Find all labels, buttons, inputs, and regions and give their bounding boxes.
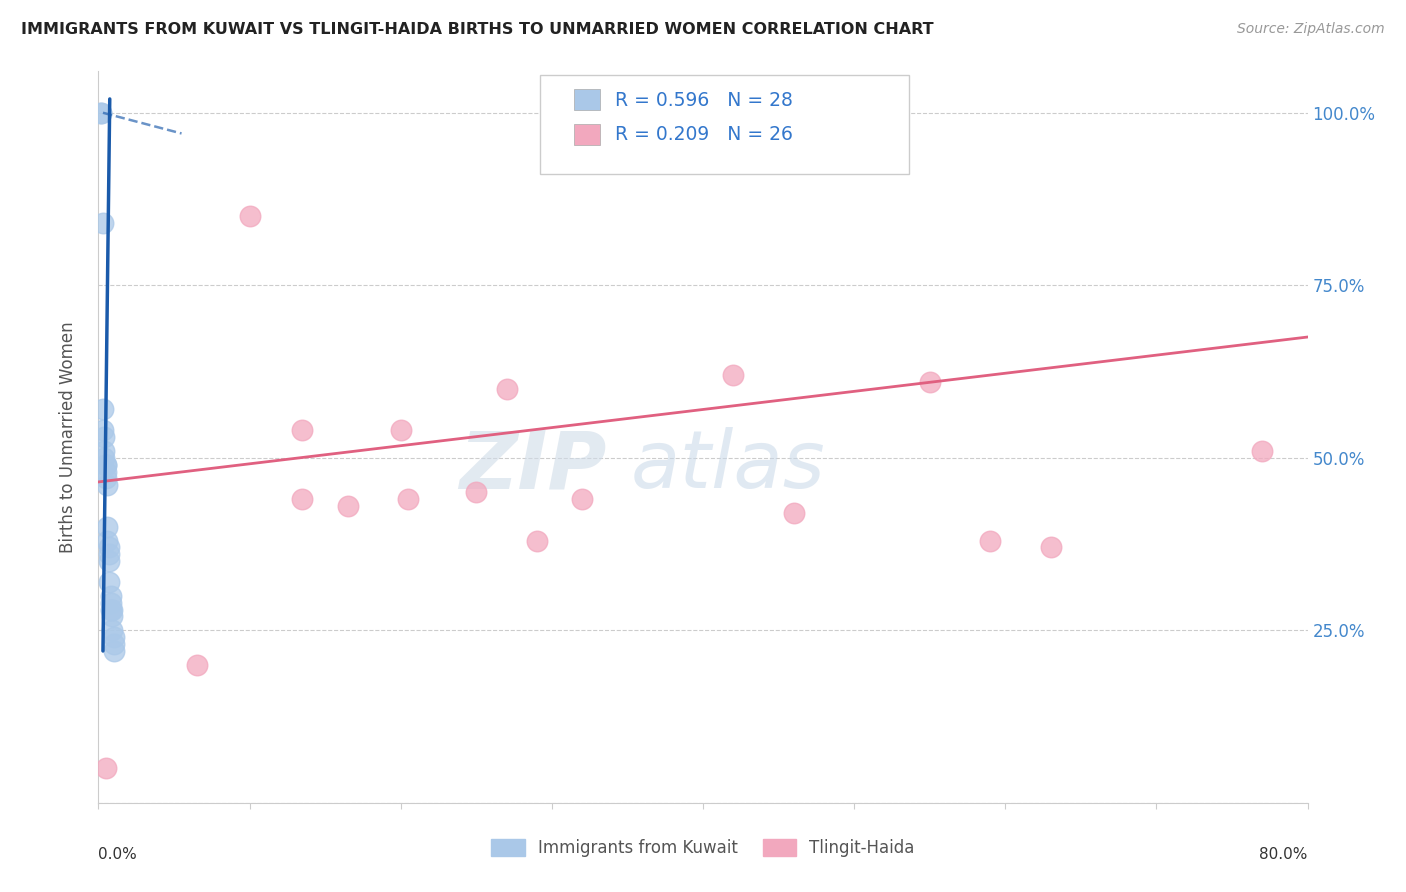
Point — [526, 533, 548, 548]
Point — [90, 105, 112, 120]
Point — [98, 548, 121, 562]
FancyBboxPatch shape — [574, 124, 600, 145]
Point — [723, 368, 745, 382]
Point — [98, 574, 121, 589]
Point — [103, 637, 125, 651]
Text: Source: ZipAtlas.com: Source: ZipAtlas.com — [1237, 22, 1385, 37]
Point — [91, 402, 114, 417]
Point — [1039, 541, 1062, 555]
Point — [94, 761, 117, 775]
Point — [100, 602, 122, 616]
Y-axis label: Births to Unmarried Women: Births to Unmarried Women — [59, 321, 77, 553]
FancyBboxPatch shape — [574, 89, 600, 110]
Point — [465, 485, 488, 500]
FancyBboxPatch shape — [540, 75, 908, 174]
Point — [103, 644, 125, 658]
Point — [101, 609, 124, 624]
Point — [396, 492, 419, 507]
Point — [96, 533, 118, 548]
Text: R = 0.596   N = 28: R = 0.596 N = 28 — [614, 91, 793, 110]
Legend: Immigrants from Kuwait, Tlingit-Haida: Immigrants from Kuwait, Tlingit-Haida — [485, 832, 921, 864]
Point — [94, 471, 117, 485]
Point — [186, 657, 208, 672]
Point — [98, 554, 121, 568]
Point — [103, 630, 125, 644]
Point — [101, 602, 124, 616]
Point — [94, 458, 117, 472]
Text: 80.0%: 80.0% — [1260, 847, 1308, 862]
Text: atlas: atlas — [630, 427, 825, 506]
Point — [93, 450, 115, 465]
Point — [96, 520, 118, 534]
Point — [918, 375, 941, 389]
Text: ZIP: ZIP — [458, 427, 606, 506]
Point — [91, 216, 114, 230]
Point — [571, 492, 593, 507]
Point — [90, 105, 112, 120]
Point — [336, 499, 359, 513]
Point — [100, 589, 122, 603]
Point — [93, 430, 115, 444]
Point — [783, 506, 806, 520]
Point — [239, 209, 262, 223]
Text: IMMIGRANTS FROM KUWAIT VS TLINGIT-HAIDA BIRTHS TO UNMARRIED WOMEN CORRELATION CH: IMMIGRANTS FROM KUWAIT VS TLINGIT-HAIDA … — [21, 22, 934, 37]
Point — [93, 443, 115, 458]
Point — [1251, 443, 1274, 458]
Point — [94, 458, 117, 472]
Point — [495, 382, 517, 396]
Point — [100, 596, 122, 610]
Point — [291, 492, 314, 507]
Point — [979, 533, 1001, 548]
Point — [101, 624, 124, 638]
Point — [94, 465, 117, 479]
Point — [389, 423, 412, 437]
Text: 0.0%: 0.0% — [98, 847, 138, 862]
Point — [96, 478, 118, 492]
Point — [91, 423, 114, 437]
Point — [98, 541, 121, 555]
Point — [291, 423, 314, 437]
Text: R = 0.209   N = 26: R = 0.209 N = 26 — [614, 126, 793, 145]
